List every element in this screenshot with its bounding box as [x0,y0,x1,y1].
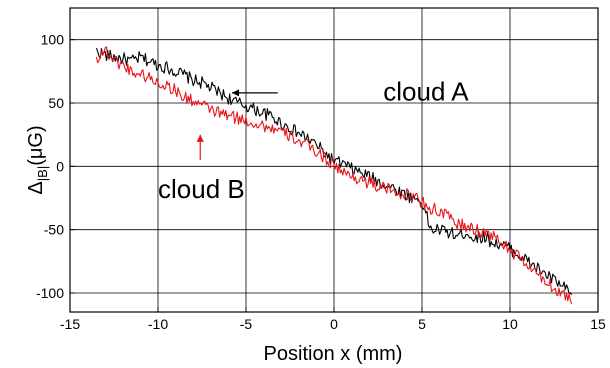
x-tick-label: -15 [60,316,80,332]
annotation-layer: cloud A cloud B [158,76,469,204]
y-tick-label: -50 [44,222,64,238]
x-tick-label: -5 [240,316,253,332]
x-tick-label: 5 [418,316,426,332]
annotation-label-2: cloud B [158,174,245,204]
x-tick-label: 15 [590,316,606,332]
series-layer [95,46,573,305]
series-line-2 [95,46,573,305]
y-axis-label-sub: |B| [35,166,50,181]
x-axis-label: Position x (mm) [264,343,403,365]
annotation-label-1: cloud A [383,76,469,106]
y-tick-label: -100 [36,285,64,301]
x-tick-label: 10 [502,316,518,332]
y-axis-label-unit: (μG) [25,125,47,165]
x-tick-label: 0 [330,316,338,332]
y-tick-label: 50 [48,95,64,111]
grid-lines [70,8,598,312]
y-tick-label: 0 [56,158,64,174]
x-tick-label: -10 [148,316,168,332]
y-axis-label: Δ|B|(μG) [25,125,50,194]
y-tick-label: 100 [41,32,65,48]
y-axis-label-main: Δ [25,181,47,194]
